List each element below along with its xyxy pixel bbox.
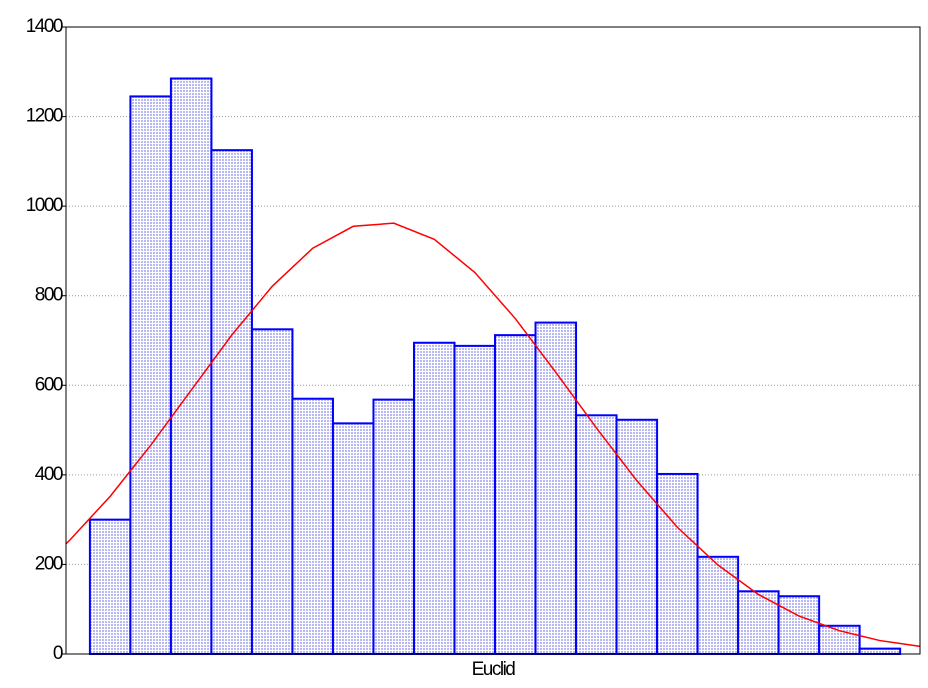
bar — [777, 595, 821, 656]
bar — [129, 95, 172, 656]
bar — [331, 422, 375, 655]
plot-frame — [65, 26, 921, 655]
bar — [453, 344, 497, 655]
bar — [210, 149, 253, 656]
y-tick-label: 400 — [35, 464, 63, 485]
y-tick-label: 1200 — [26, 106, 63, 127]
y-tick-label: 800 — [35, 285, 63, 306]
bar — [696, 555, 740, 655]
x-axis-label: Euclid — [472, 659, 516, 680]
bar — [413, 341, 456, 655]
y-tick-label: 600 — [35, 374, 63, 395]
y-tick-label: 200 — [35, 553, 63, 574]
bar — [615, 418, 659, 655]
bar — [656, 472, 699, 655]
bar — [291, 397, 334, 655]
y-tick-label: 1000 — [26, 195, 63, 216]
bar — [88, 518, 132, 656]
bar — [372, 398, 416, 656]
bar — [534, 321, 578, 655]
bar — [575, 414, 618, 655]
fit-curve — [65, 222, 921, 648]
bar — [494, 334, 537, 655]
bar — [169, 77, 213, 655]
y-tick-label: 1400 — [26, 16, 63, 37]
bar — [737, 590, 780, 655]
bar — [250, 328, 294, 655]
y-tick-label: 0 — [53, 643, 63, 664]
bar — [858, 647, 902, 656]
